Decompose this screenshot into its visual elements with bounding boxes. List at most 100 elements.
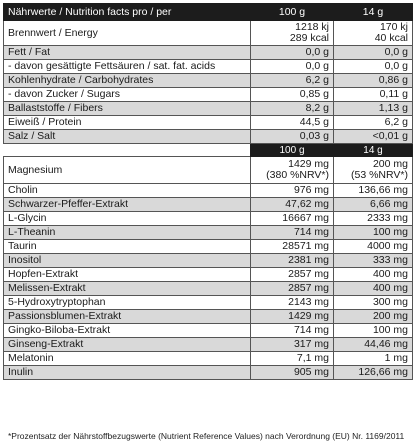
ingredient-row: Melatonin 7,1 mg 1 mg (3, 351, 413, 366)
nutrition-label: Ballaststoffe / Fibers (3, 101, 251, 116)
ingredients-header-col-14g: 14 g (333, 143, 413, 157)
nutrition-label: Nährwerte / Nutrition facts pro / per 10… (3, 3, 413, 441)
nutrition-label: - davon Zucker / Sugars (3, 87, 251, 102)
ingredient-label: Magnesium (3, 156, 251, 184)
ingredient-value-100g: 714 mg (250, 225, 334, 240)
nutrition-row: Kohlenhydrate / Carbohydrates 6,2 g 0,86 g (3, 73, 413, 88)
ingredient-value-14g: 136,66 mg (333, 183, 413, 198)
nutrition-row: Salz / Salt 0,03 g <0,01 g (3, 129, 413, 144)
ingredient-value-14g: 4000 mg (333, 239, 413, 254)
nutrition-header-label: Nährwerte / Nutrition facts pro / per (3, 3, 251, 21)
ingredient-value-100g: 47,62 mg (250, 197, 334, 212)
ingredient-label: L-Theanin (3, 225, 251, 240)
nutrition-value-14g: 1,13 g (333, 101, 413, 116)
ingredient-row: Hopfen-Extrakt 2857 mg 400 mg (3, 267, 413, 282)
nutrition-row: - davon gesättigte Fettsäuren / sat. fat… (3, 59, 413, 74)
nutrition-value-100g: 0,85 g (250, 87, 334, 102)
ingredient-value-14g: 100 mg (333, 225, 413, 240)
nutrition-value-14g: 0,0 g (333, 59, 413, 74)
ingredient-value-14g: 200 mg (333, 309, 413, 324)
ingredient-row: Melissen-Extrakt 2857 mg 400 mg (3, 281, 413, 296)
ingredient-value-14g: 44,46 mg (333, 337, 413, 352)
ingredient-label: Gingko-Biloba-Extrakt (3, 323, 251, 338)
nutrition-value-100g: 0,0 g (250, 59, 334, 74)
nutrition-value-14g: 0,86 g (333, 73, 413, 88)
nutrition-value-100g: 0,03 g (250, 129, 334, 144)
ingredient-value-100g: 2381 mg (250, 253, 334, 268)
ingredient-row: Schwarzer-Pfeffer-Extrakt 47,62 mg 6,66 mg (3, 197, 413, 212)
ingredient-value-14g: 1 mg (333, 351, 413, 366)
ingredient-value-100g: 905 mg (250, 365, 334, 380)
nutrition-table: Nährwerte / Nutrition facts pro / per 10… (3, 3, 413, 380)
nutrition-row: Brennwert / Energy 1218 kj 289 kcal 170 kj 4… (3, 20, 413, 46)
ingredient-label: Schwarzer-Pfeffer-Extrakt (3, 197, 251, 212)
ingredient-label: 5-Hydroxytryptophan (3, 295, 251, 310)
nutrition-value-100g: 6,2 g (250, 73, 334, 88)
nutrition-value-100g: 8,2 g (250, 101, 334, 116)
ingredient-row: Passionsblumen-Extrakt 1429 mg 200 mg (3, 309, 413, 324)
nutrition-value-14g: <0,01 g (333, 129, 413, 144)
nutrition-label: Salz / Salt (3, 129, 251, 144)
ingredient-label: Taurin (3, 239, 251, 254)
ingredient-label: Cholin (3, 183, 251, 198)
ingredient-label: Inulin (3, 365, 251, 380)
ingredient-row-magnesium: Magnesium 1429 mg (380 %NRV*) 200 mg (53… (3, 156, 413, 184)
ingredient-value-100g: 28571 mg (250, 239, 334, 254)
ingredient-label: Inositol (3, 253, 251, 268)
ingredient-row: Gingko-Biloba-Extrakt 714 mg 100 mg (3, 323, 413, 338)
nutrition-header-row: Nährwerte / Nutrition facts pro / per 10… (3, 3, 413, 21)
ingredient-value-100g: 1429 mg (380 %NRV*) (250, 156, 334, 184)
nutrition-value-100g: 44,5 g (250, 115, 334, 130)
ingredient-value-100g: 714 mg (250, 323, 334, 338)
ingredient-value-100g: 2857 mg (250, 281, 334, 296)
ingredients-header-row: 100 g 14 g (3, 143, 413, 157)
nutrition-label: Brennwert / Energy (3, 20, 251, 46)
nrv-footnote: *Prozentsatz der Nährstoffbezugswerte (N… (8, 431, 405, 441)
ingredient-row: L-Theanin 714 mg 100 mg (3, 225, 413, 240)
nutrition-value-14g: 0,11 g (333, 87, 413, 102)
ingredient-value-100g: 16667 mg (250, 211, 334, 226)
nutrition-label: - davon gesättigte Fettsäuren / sat. fat… (3, 59, 251, 74)
ingredient-value-14g: 400 mg (333, 267, 413, 282)
ingredient-label: Passionsblumen-Extrakt (3, 309, 251, 324)
nutrition-label: Kohlenhydrate / Carbohydrates (3, 73, 251, 88)
ingredient-value-100g: 976 mg (250, 183, 334, 198)
ingredient-value-100g: 2857 mg (250, 267, 334, 282)
nutrition-value-14g: 0,0 g (333, 45, 413, 60)
nutrition-header-col-14g: 14 g (333, 3, 413, 21)
ingredient-value-14g: 200 mg (53 %NRV*) (333, 156, 413, 184)
ingredient-value-100g: 2143 mg (250, 295, 334, 310)
ingredient-row: 5-Hydroxytryptophan 2143 mg 300 mg (3, 295, 413, 310)
nutrition-row: Fett / Fat 0,0 g 0,0 g (3, 45, 413, 60)
nutrition-row: - davon Zucker / Sugars 0,85 g 0,11 g (3, 87, 413, 102)
ingredient-value-14g: 2333 mg (333, 211, 413, 226)
nutrition-label: Eiweiß / Protein (3, 115, 251, 130)
nutrition-value-100g: 1218 kj 289 kcal (250, 20, 334, 46)
ingredient-label: L-Glycin (3, 211, 251, 226)
nutrition-header-col-100g: 100 g (250, 3, 334, 21)
ingredient-label: Ginseng-Extrakt (3, 337, 251, 352)
ingredient-row: Ginseng-Extrakt 317 mg 44,46 mg (3, 337, 413, 352)
ingredient-value-14g: 100 mg (333, 323, 413, 338)
ingredient-value-14g: 300 mg (333, 295, 413, 310)
ingredient-value-100g: 1429 mg (250, 309, 334, 324)
nutrition-label: Fett / Fat (3, 45, 251, 60)
nutrition-value-14g: 6,2 g (333, 115, 413, 130)
ingredient-row: Taurin 28571 mg 4000 mg (3, 239, 413, 254)
ingredient-row: Cholin 976 mg 136,66 mg (3, 183, 413, 198)
nutrition-row: Eiweiß / Protein 44,5 g 6,2 g (3, 115, 413, 130)
ingredient-label: Melissen-Extrakt (3, 281, 251, 296)
ingredient-value-100g: 7,1 mg (250, 351, 334, 366)
ingredient-label: Melatonin (3, 351, 251, 366)
ingredient-row: Inositol 2381 mg 333 mg (3, 253, 413, 268)
ingredient-value-100g: 317 mg (250, 337, 334, 352)
ingredient-value-14g: 126,66 mg (333, 365, 413, 380)
ingredient-value-14g: 333 mg (333, 253, 413, 268)
nutrition-value-100g: 0,0 g (250, 45, 334, 60)
ingredient-row: Inulin 905 mg 126,66 mg (3, 365, 413, 380)
ingredient-row: L-Glycin 16667 mg 2333 mg (3, 211, 413, 226)
nutrition-row: Ballaststoffe / Fibers 8,2 g 1,13 g (3, 101, 413, 116)
ingredient-value-14g: 400 mg (333, 281, 413, 296)
nutrition-value-14g: 170 kj 40 kcal (333, 20, 413, 46)
ingredient-value-14g: 6,66 mg (333, 197, 413, 212)
